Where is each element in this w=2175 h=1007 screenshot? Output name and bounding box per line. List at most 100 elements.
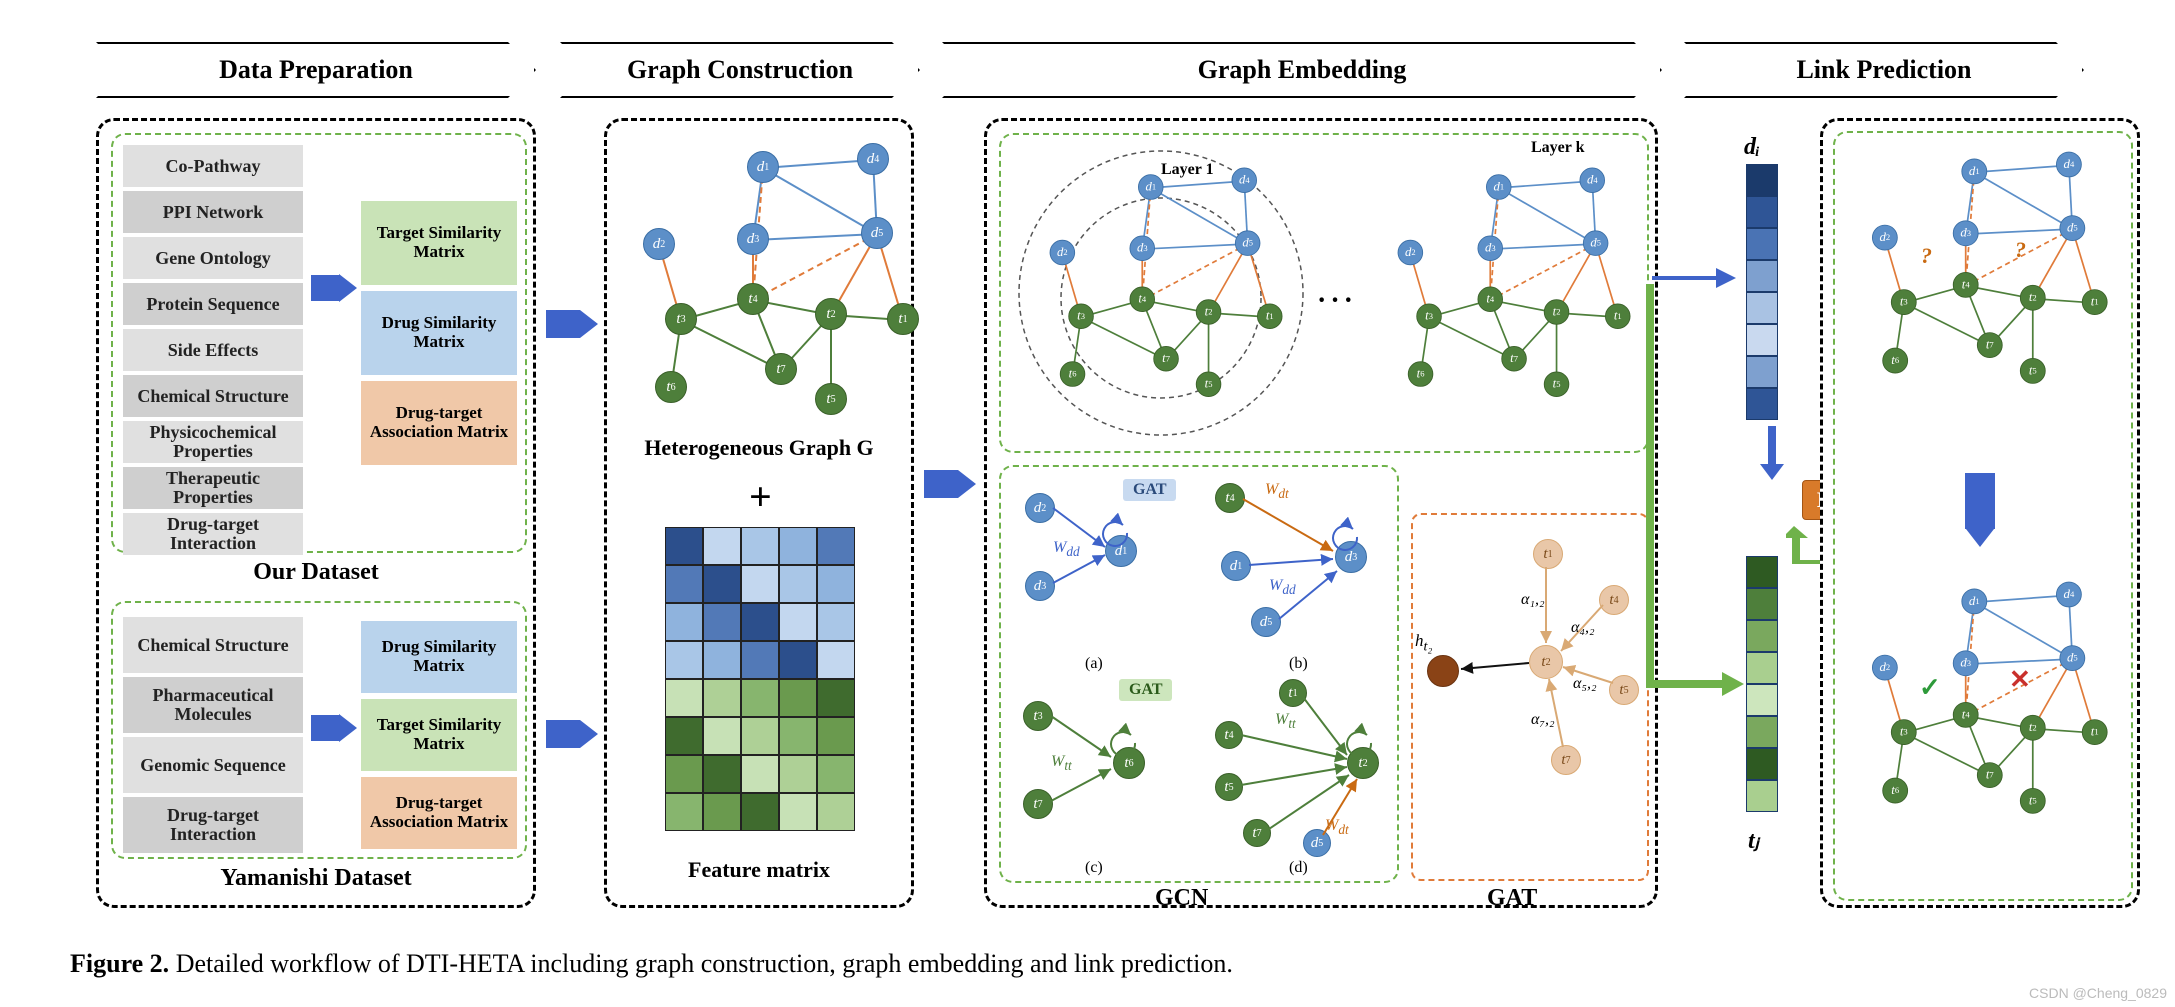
tj-label: tⱼ	[1748, 826, 1759, 855]
t-node: t3	[665, 303, 697, 335]
d-node: d1	[1486, 174, 1512, 200]
layered-graphs-box: d1d4d2d3d5t3t4t2t1t6t7t5 Layer 1 ··· d1d…	[999, 133, 1649, 453]
t-node: t6	[1882, 778, 1908, 804]
graph-edge	[1966, 658, 2073, 665]
graph-edge	[1966, 228, 2073, 235]
matrix-cell	[703, 793, 741, 831]
matrix-cell	[779, 717, 817, 755]
t-node: t4	[1130, 287, 1156, 313]
alpha-label: α₁,₂	[1521, 591, 1545, 609]
w-label: Wdt	[1265, 481, 1289, 502]
d-node: d3	[1953, 650, 1979, 676]
t-node: t6	[1882, 348, 1908, 374]
vector-cell	[1746, 388, 1778, 420]
gat-label: GAT	[1487, 885, 1537, 912]
gcn-sub-c: GAT t3 t7 t6 Wtt	[1015, 683, 1185, 858]
d-node: d1	[1961, 158, 1987, 184]
d-node: d4	[2056, 582, 2082, 608]
t-node: t7	[1501, 346, 1527, 372]
data-source-row: PPI Network	[123, 191, 303, 233]
matrix-cell	[665, 527, 703, 565]
graph-edge	[1151, 180, 1245, 188]
matrix-cell	[665, 603, 703, 641]
gcn-sub-a: GAT d2 d3 d1 Wdd	[1015, 481, 1185, 651]
t-node: t6	[1060, 361, 1086, 387]
matrix-cell	[703, 641, 741, 679]
t-node: t5	[2020, 788, 2046, 814]
matrix-cell	[703, 603, 741, 641]
matrix-cell	[665, 641, 703, 679]
edges-icon	[1207, 677, 1392, 867]
arrow-icon	[546, 720, 580, 748]
t-node: t7	[1153, 346, 1179, 372]
t-node: t6	[1408, 361, 1434, 387]
matrix-cell	[779, 793, 817, 831]
vector-di	[1746, 164, 1780, 424]
d-node: d3	[1478, 236, 1504, 262]
banner-graph-embedding: Graph Embedding	[942, 42, 1662, 98]
t-node: t1	[2082, 719, 2108, 745]
t-node: t5	[815, 383, 847, 415]
d-node: d3	[737, 223, 769, 255]
vector-cell	[1746, 324, 1778, 356]
d-node: d2	[1398, 240, 1424, 266]
gcn-sub-d: t1 t4 t5 t7 d5 t2 Wt	[1207, 677, 1392, 867]
banner-label: Link Prediction	[1796, 55, 1971, 85]
graph-edge	[1499, 180, 1593, 188]
vector-cell	[1746, 228, 1778, 260]
down-arrow-icon	[1965, 473, 1995, 529]
gcn-box: GAT d2 d3 d1 Wdd (a) t4 d1 d5 d3	[999, 465, 1399, 883]
vector-cell	[1746, 780, 1778, 812]
d-node: d2	[1872, 225, 1898, 251]
matrix-cell	[741, 603, 779, 641]
t-node: t1	[1605, 304, 1631, 330]
edges-icon	[1015, 481, 1185, 651]
vector-cell	[1746, 716, 1778, 748]
t-node: t7	[765, 353, 797, 385]
t-node: t6	[655, 371, 687, 403]
graph-edge	[1974, 165, 2069, 174]
vector-cell	[1746, 292, 1778, 324]
matrix-cell	[779, 603, 817, 641]
cross-icon: ✕	[2009, 665, 2031, 695]
check-icon: ✓	[1919, 673, 1941, 703]
matrix-cell	[741, 793, 779, 831]
watermark: CSDN @Cheng_0829	[2029, 985, 2167, 1001]
matrix-cell	[665, 717, 703, 755]
graph-edge	[1974, 601, 2073, 659]
arrow-icon	[311, 275, 339, 301]
arrow-icon	[924, 470, 958, 498]
layer1-label: Layer 1	[1161, 161, 1214, 179]
t-node: t2	[2020, 285, 2046, 311]
data-source-row: Gene Ontology	[123, 237, 303, 279]
d-node: d5	[2059, 645, 2085, 671]
alpha-label: α₇,₂	[1531, 711, 1555, 729]
ellipsis-icon: ···	[1317, 285, 1357, 317]
figure-caption: Figure 2. Detailed workflow of DTI-HETA …	[70, 949, 1233, 979]
t-node: t3	[1068, 304, 1094, 330]
vector-cell	[1746, 164, 1778, 196]
d-node: d1	[1138, 174, 1164, 200]
gcn-sub-b: t4 d1 d5 d3 Wdt Wdd	[1207, 481, 1392, 661]
w-label: Wdt	[1325, 817, 1349, 838]
t-node: t4	[1953, 702, 1979, 728]
alpha-label: α₄,₂	[1571, 619, 1595, 637]
data-source-row: Drug-target Interaction	[123, 513, 303, 555]
matrix-cell	[817, 603, 855, 641]
alpha-label: α₅,₂	[1573, 675, 1597, 693]
graph-edge	[1974, 595, 2069, 604]
yamanishi-dataset-label: Yamanishi Dataset	[99, 865, 533, 892]
d-node: d5	[1235, 230, 1261, 256]
d-node: d1	[1961, 588, 1987, 614]
t-node: t2	[1196, 299, 1222, 325]
banner-label: Graph Construction	[627, 55, 853, 85]
matrix-box: Drug Similarity Matrix	[361, 621, 517, 693]
sub-b-label: (b)	[1289, 655, 1308, 673]
graph-edge	[1490, 243, 1595, 250]
d-node: d1	[747, 151, 779, 183]
matrix-cell	[703, 717, 741, 755]
graph-edge	[753, 233, 877, 241]
our-dataset-label: Our Dataset	[99, 559, 533, 586]
panel-graph-embedding: d1d4d2d3d5t3t4t2t1t6t7t5 Layer 1 ··· d1d…	[984, 118, 1658, 908]
vector-cell	[1746, 196, 1778, 228]
